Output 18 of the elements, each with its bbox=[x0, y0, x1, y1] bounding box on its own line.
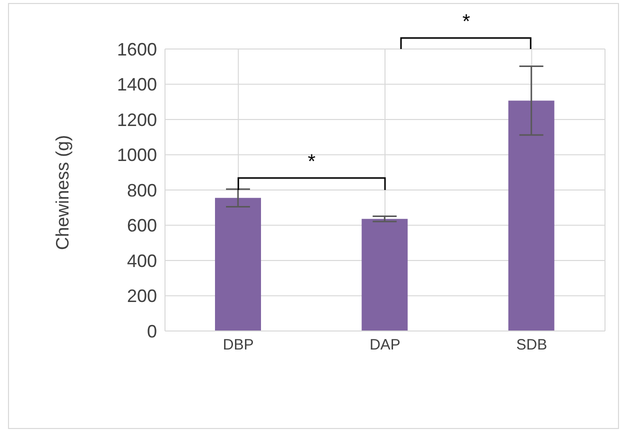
y-tick-label: 400 bbox=[126, 250, 157, 271]
y-tick-label: 0 bbox=[146, 321, 157, 342]
bar bbox=[508, 100, 554, 331]
bar bbox=[215, 198, 261, 331]
text: * bbox=[462, 11, 470, 33]
x-tick-label: DAP bbox=[370, 336, 400, 354]
x-tick-label: SDB bbox=[516, 336, 548, 354]
y-tick-label: 600 bbox=[126, 216, 157, 236]
y-tick-label: 1600 bbox=[116, 39, 157, 60]
y-axis-title: Chewiness (g) bbox=[52, 134, 72, 250]
y-tick-label: 1200 bbox=[116, 110, 157, 130]
y-tick-label: 200 bbox=[126, 286, 157, 306]
y-tick-label: 800 bbox=[126, 180, 157, 200]
annotation: * bbox=[308, 151, 316, 173]
bar bbox=[362, 218, 408, 331]
y-tick-label: 1400 bbox=[116, 74, 157, 95]
x-tick-label: DBP bbox=[222, 336, 254, 354]
y-tick-label: 1000 bbox=[116, 145, 157, 166]
